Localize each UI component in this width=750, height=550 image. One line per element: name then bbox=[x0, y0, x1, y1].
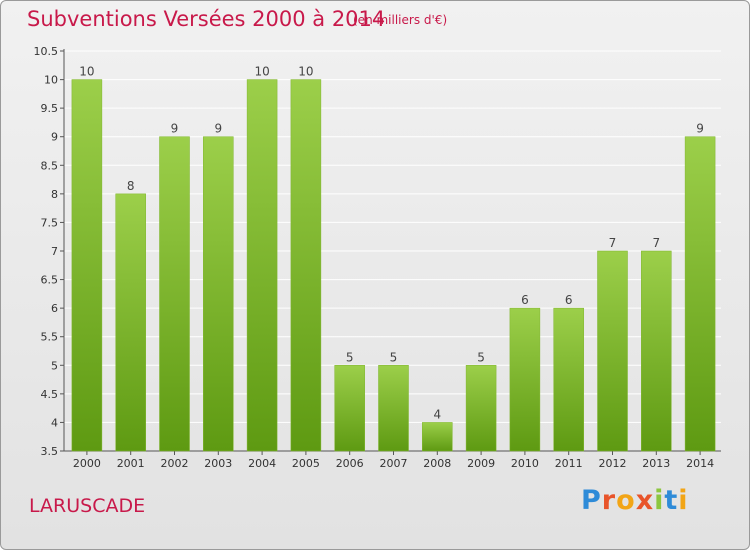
y-tick-label: 6 bbox=[51, 302, 58, 315]
bar bbox=[115, 193, 146, 452]
x-tick-label: 2011 bbox=[555, 457, 583, 470]
x-tick-label: 2008 bbox=[423, 457, 451, 470]
bar bbox=[334, 365, 365, 452]
y-tick-label: 4 bbox=[51, 416, 58, 429]
logo-letter: i bbox=[654, 485, 665, 516]
y-tick-label: 6.5 bbox=[41, 274, 59, 287]
bar-value-label: 6 bbox=[565, 293, 573, 307]
bar bbox=[422, 422, 453, 452]
x-tick-label: 2007 bbox=[380, 457, 408, 470]
logo-letter: o bbox=[616, 485, 636, 516]
logo-letter: i bbox=[678, 485, 689, 516]
proxiti-logo: Proxiti bbox=[581, 485, 689, 516]
logo-letter: t bbox=[664, 485, 679, 516]
y-tick-label: 10.5 bbox=[34, 45, 59, 58]
x-tick-label: 2004 bbox=[248, 457, 276, 470]
bar bbox=[203, 136, 234, 452]
bar-value-label: 7 bbox=[609, 236, 617, 250]
bar-value-label: 9 bbox=[171, 122, 179, 136]
bar-value-label: 9 bbox=[696, 122, 704, 136]
bar bbox=[246, 79, 278, 452]
bar-value-label: 5 bbox=[477, 350, 485, 364]
y-tick-label: 10 bbox=[44, 74, 58, 87]
bar bbox=[641, 250, 672, 452]
x-tick-label: 2014 bbox=[686, 457, 714, 470]
x-tick-label: 2009 bbox=[467, 457, 495, 470]
labels: 3.5 4 4.5 5 5.5 6 6.5 7 7.5 8 8.5 9 9.5 10 10.5 10 2000 8… bbox=[34, 45, 715, 470]
y-tick-label: 9 bbox=[51, 131, 58, 144]
bar bbox=[290, 79, 322, 452]
chart-title: Subventions Versées 2000 à 2014 bbox=[27, 7, 386, 31]
bar bbox=[465, 365, 497, 452]
bar-value-label: 10 bbox=[79, 65, 94, 79]
logo-letter: P bbox=[581, 485, 602, 516]
y-tick-label: 5 bbox=[51, 359, 58, 372]
bar bbox=[509, 307, 541, 452]
x-tick-label: 2001 bbox=[117, 457, 145, 470]
x-tick-label: 2010 bbox=[511, 457, 539, 470]
bar bbox=[597, 250, 628, 452]
bar bbox=[159, 136, 190, 452]
x-tick-label: 2012 bbox=[599, 457, 627, 470]
x-tick-label: 2002 bbox=[161, 457, 189, 470]
y-tick-label: 7.5 bbox=[41, 216, 59, 229]
x-tick-label: 2003 bbox=[204, 457, 232, 470]
y-tick-label: 8.5 bbox=[41, 159, 59, 172]
x-tick-label: 2000 bbox=[73, 457, 101, 470]
bar bbox=[684, 136, 716, 452]
bar-value-label: 9 bbox=[214, 122, 222, 136]
y-tick-label: 8 bbox=[51, 188, 58, 201]
bars bbox=[71, 79, 716, 452]
x-tick-label: 2013 bbox=[642, 457, 670, 470]
bar-value-label: 7 bbox=[652, 236, 660, 250]
bar-value-label: 5 bbox=[346, 350, 354, 364]
y-tick-label: 9.5 bbox=[41, 102, 59, 115]
chart-unit: (en milliers d'€) bbox=[353, 13, 448, 27]
x-tick-label: 2005 bbox=[292, 457, 320, 470]
logo-letter: x bbox=[635, 485, 655, 516]
bar-value-label: 6 bbox=[521, 293, 529, 307]
y-tick-label: 5.5 bbox=[41, 331, 59, 344]
bar-value-label: 8 bbox=[127, 179, 135, 193]
y-tick-label: 3.5 bbox=[41, 445, 59, 458]
bar-value-label: 4 bbox=[433, 407, 441, 421]
bar bbox=[553, 307, 584, 452]
commune-name: LARUSCADE bbox=[29, 495, 146, 517]
bar bbox=[378, 365, 409, 452]
x-tick-label: 2006 bbox=[336, 457, 364, 470]
bar-value-label: 10 bbox=[254, 65, 269, 79]
y-tick-label: 7 bbox=[51, 245, 58, 258]
bar-value-label: 5 bbox=[390, 350, 398, 364]
bar-value-label: 10 bbox=[298, 65, 313, 79]
bar bbox=[71, 79, 103, 452]
y-tick-label: 4.5 bbox=[41, 388, 59, 401]
logo-letter: r bbox=[601, 485, 617, 516]
